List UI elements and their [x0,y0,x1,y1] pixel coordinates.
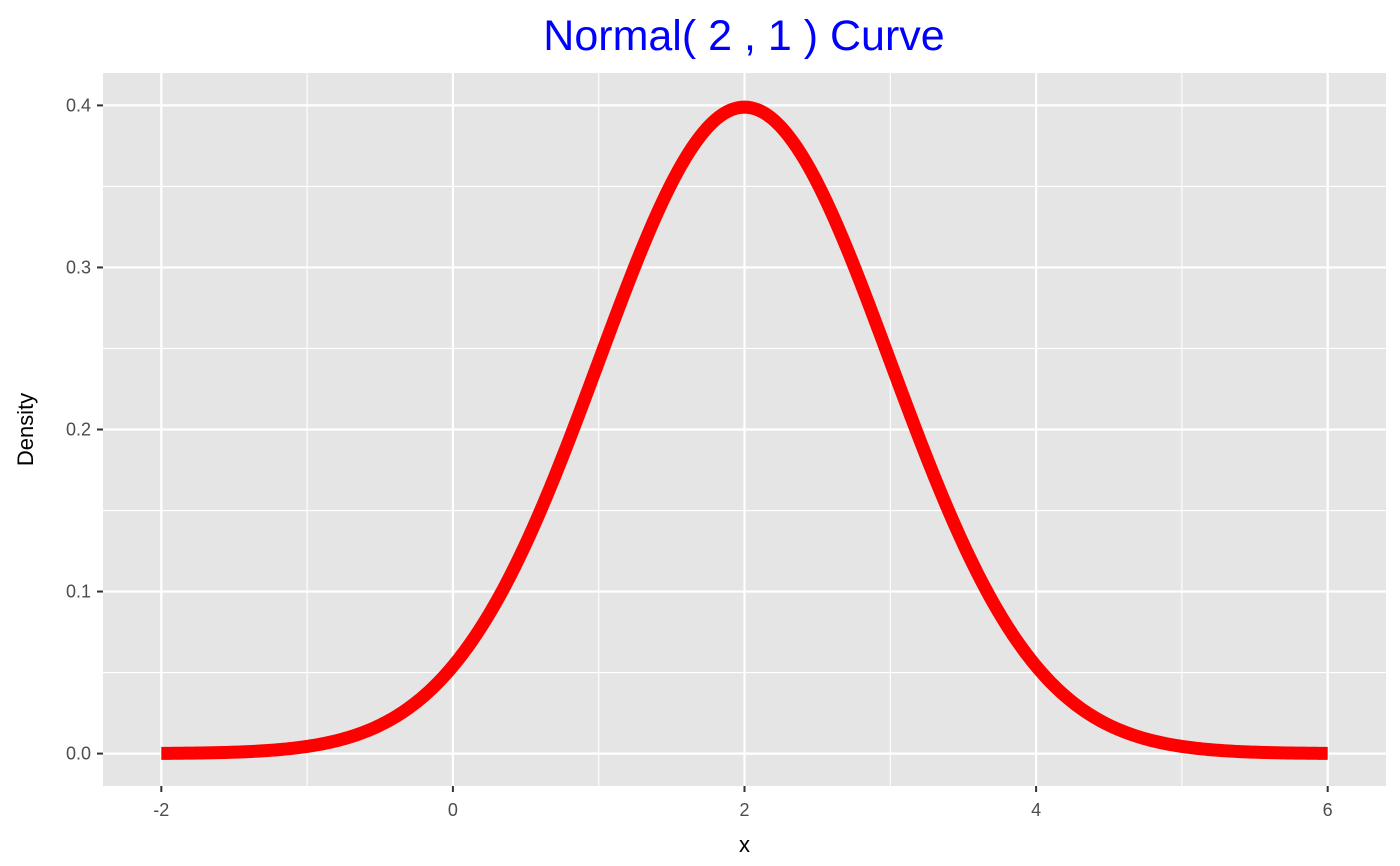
chart-title: Normal( 2 , 1 ) Curve [543,12,944,60]
density-curve [157,100,1332,760]
y-axis-title: Density [13,393,38,466]
y-tick-label: 0.2 [66,420,91,440]
grid-lines [103,73,1386,786]
y-tick-label: 0.4 [66,95,91,115]
series-layer [157,100,1332,760]
x-tick-label: 4 [1031,800,1041,820]
x-tick-label: 6 [1323,800,1333,820]
y-tick-label: 0.3 [66,257,91,277]
axes: -2 0 2 4 6 0.0 0.1 0.2 0.3 0.4 [66,95,1333,820]
y-tick-label: 0.1 [66,582,91,602]
x-tick-label: 2 [739,800,749,820]
x-tick-label: 0 [448,800,458,820]
y-tick-label: 0.0 [66,744,91,764]
x-tick-label: -2 [153,800,169,820]
x-axis-title: x [739,832,750,857]
